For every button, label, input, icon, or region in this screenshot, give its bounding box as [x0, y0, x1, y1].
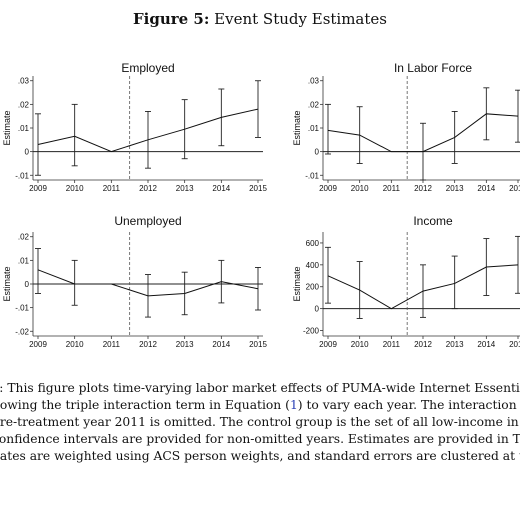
caption-line-6: . [0, 465, 520, 482]
x-tick-label: 2012 [139, 340, 157, 349]
y-tick-label: 0 [315, 148, 320, 157]
panel-title-in-labor-force: In Labor Force [394, 61, 472, 75]
chart-panel-income: Income Estimate 600 400 200 0 -200 2009 2010 2011… [292, 214, 520, 349]
x-tick-label: 2012 [414, 340, 432, 349]
y-tick-label: -.01 [15, 304, 29, 313]
x-tick-label: 2009 [29, 340, 47, 349]
x-tick-label: 2010 [351, 340, 369, 349]
x-tick-label: 2015 [509, 184, 520, 193]
y-axis-label-in-labor-force: Estimate [292, 110, 302, 145]
caption-line-1: e: This figure plots time-varying labor … [0, 381, 520, 395]
estimate-line-unemployed [37, 269, 259, 297]
y-tick-label: .02 [18, 233, 30, 242]
x-tick-label: 2012 [414, 184, 432, 193]
x-tick-label: 2013 [176, 340, 194, 349]
panel-title-employed: Employed [121, 61, 174, 75]
y-tick-label: 400 [306, 261, 320, 270]
ci-bar [515, 89, 520, 143]
x-tick-label: 2015 [509, 340, 520, 349]
ci-bar [71, 259, 78, 306]
x-tick-label: 2014 [477, 184, 495, 193]
panel-title-income: Income [413, 214, 453, 228]
y-tick-label: 0 [25, 280, 30, 289]
x-tick-label: 2010 [66, 184, 84, 193]
figure-title: Figure 5: Event Study Estimates [0, 10, 520, 28]
y-tick-label: .01 [308, 124, 320, 133]
y-tick-label: .03 [308, 77, 320, 86]
y-tick-label: .02 [18, 100, 30, 109]
y-tick-label: .01 [18, 256, 30, 265]
y-tick-label: 0 [315, 305, 320, 314]
x-tick-label: 2011 [103, 340, 121, 349]
x-tick-label: 2015 [249, 340, 267, 349]
x-tick-label: 2012 [139, 184, 157, 193]
ci-bar [35, 248, 41, 294]
y-tick-label: .01 [18, 124, 30, 133]
ci-bar [255, 267, 261, 311]
caption-line-5: nates are weighted using ACS person weig… [0, 449, 520, 463]
estimate-line-income [327, 264, 519, 310]
x-tick-label: 2015 [249, 184, 267, 193]
x-tick-label: 2009 [29, 184, 47, 193]
y-tick-label: -.01 [15, 171, 29, 180]
estimate-line-in-labor-force [327, 113, 519, 153]
caption-line-2: llowing the triple interaction term in E… [0, 397, 520, 414]
x-tick-label: 2011 [383, 184, 401, 193]
caption-line-2a: llowing the triple interaction term in E… [0, 398, 290, 412]
y-tick-label: -.01 [305, 171, 319, 180]
x-tick-label: 2009 [319, 340, 337, 349]
x-tick-label: 2014 [477, 340, 495, 349]
chart-panel-in-labor-force: In Labor Force Estimate .03 .02 .01 0 -.012009… [292, 61, 520, 193]
x-tick-label: 2014 [212, 184, 230, 193]
y-tick-label: .02 [308, 100, 320, 109]
equation-reference-link[interactable]: 1 [289, 398, 298, 412]
y-axis-label-employed: Estimate [2, 110, 12, 145]
y-tick-label: .03 [18, 77, 30, 86]
y-tick-label: 0 [25, 148, 30, 157]
y-axis-label-income: Estimate [292, 266, 302, 301]
estimate-line-employed [37, 108, 259, 153]
x-tick-label: 2013 [446, 340, 464, 349]
figure-label: Figure 5: [133, 10, 210, 28]
ci-bar [71, 103, 78, 167]
x-tick-label: 2011 [383, 340, 401, 349]
caption-line-3: pre-treatment year 2011 is omitted. The … [0, 415, 519, 429]
figure-caption: e: This figure plots time-varying labor … [0, 380, 520, 482]
x-tick-label: 2014 [212, 340, 230, 349]
y-tick-label: -.02 [15, 327, 29, 336]
y-axis-label-unemployed: Estimate [2, 266, 12, 301]
x-tick-label: 2009 [319, 184, 337, 193]
x-tick-label: 2011 [103, 184, 121, 193]
ci-bar [451, 255, 458, 310]
y-tick-label: -200 [303, 327, 320, 336]
x-tick-label: 2013 [446, 184, 464, 193]
caption-line-2b: ) to vary each year. The interaction ter [297, 398, 520, 412]
ci-bar [325, 103, 331, 155]
y-tick-label: 600 [306, 239, 320, 248]
figure-title-text: Event Study Estimates [214, 10, 387, 28]
ci-bar [325, 246, 331, 304]
caption-line-4: confidence intervals are provided for no… [0, 432, 520, 446]
x-tick-label: 2010 [351, 184, 369, 193]
x-tick-label: 2010 [66, 340, 84, 349]
x-tick-label: 2013 [176, 184, 194, 193]
y-tick-label: 200 [306, 283, 320, 292]
panel-title-unemployed: Unemployed [114, 214, 181, 228]
